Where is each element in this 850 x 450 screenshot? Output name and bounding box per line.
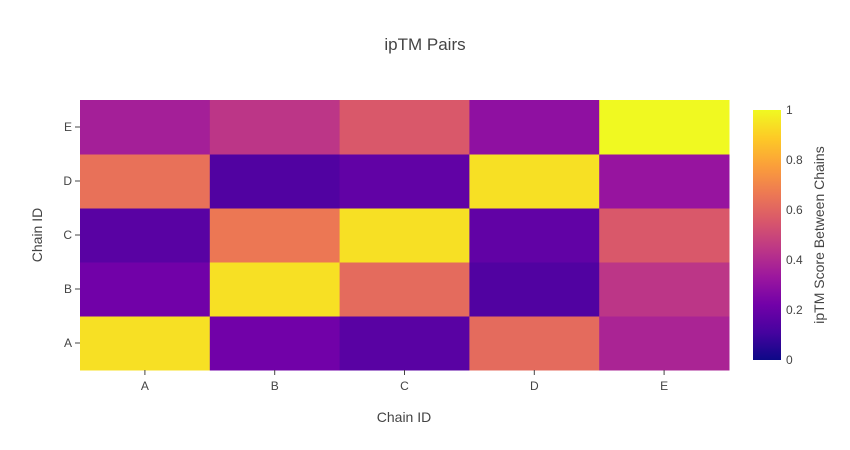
colorbar-tick-label: 0.4 [786,253,803,267]
y-tick-label-A: A [64,336,72,350]
heatmap-cell-C-E [599,208,730,263]
heatmap-cell-D-B [209,154,341,209]
heatmap-cells [80,100,730,371]
colorbar-title: ipTM Score Between Chains [811,146,827,323]
chart-title: ipTM Pairs [384,35,465,54]
heatmap-cell-C-A [80,208,211,263]
heatmap-cell-A-A [80,316,211,371]
y-tick-label-E: E [64,120,72,134]
x-tick-label-E: E [660,379,668,393]
heatmap-cell-C-B [209,208,341,263]
colorbar-tick-label: 1 [786,103,793,117]
heatmap-cell-B-A [80,262,211,317]
x-tick-label-B: B [271,379,279,393]
heatmap-cell-B-D [469,262,600,317]
heatmap-cell-A-C [339,316,470,371]
colorbar-ticks: 0 0.2 0.4 0.6 0.8 1 [786,103,803,367]
heatmap-cell-A-E [599,316,730,371]
heatmap-cell-D-A [80,154,211,209]
x-tick-label-C: C [400,379,409,393]
y-tick-label-B: B [64,282,72,296]
x-axis-ticks: A B C D E [141,370,668,393]
x-tick-label-D: D [530,379,539,393]
heatmap-cell-E-B [209,100,341,155]
heatmap-cell-D-D [469,154,600,209]
x-axis-title: Chain ID [377,409,431,425]
y-axis-ticks: A B C D E [63,120,80,350]
y-tick-label-C: C [63,228,72,242]
colorbar-tick-label: 0.8 [786,153,803,167]
x-tick-label-A: A [141,379,149,393]
heatmap-cell-B-C [339,262,470,317]
heatmap-cell-C-D [469,208,600,263]
colorbar-tick-label: 0.2 [786,303,803,317]
heatmap-cell-A-B [209,316,341,371]
colorbar-tick-label: 0.6 [786,203,803,217]
colorbar [753,110,781,360]
y-axis-title: Chain ID [29,208,45,262]
heatmap-cell-C-C [339,208,470,263]
heatmap-cell-E-A [80,100,211,155]
heatmap-cell-E-E [599,100,730,155]
heatmap-cell-B-E [599,262,730,317]
y-tick-label-D: D [63,174,72,188]
heatmap-cell-B-B [209,262,341,317]
heatmap-cell-D-C [339,154,470,209]
heatmap-cell-A-D [469,316,600,371]
colorbar-tick-label: 0 [786,353,793,367]
heatmap-cell-E-D [469,100,600,155]
heatmap-cell-D-E [599,154,730,209]
heatmap-cell-E-C [339,100,470,155]
